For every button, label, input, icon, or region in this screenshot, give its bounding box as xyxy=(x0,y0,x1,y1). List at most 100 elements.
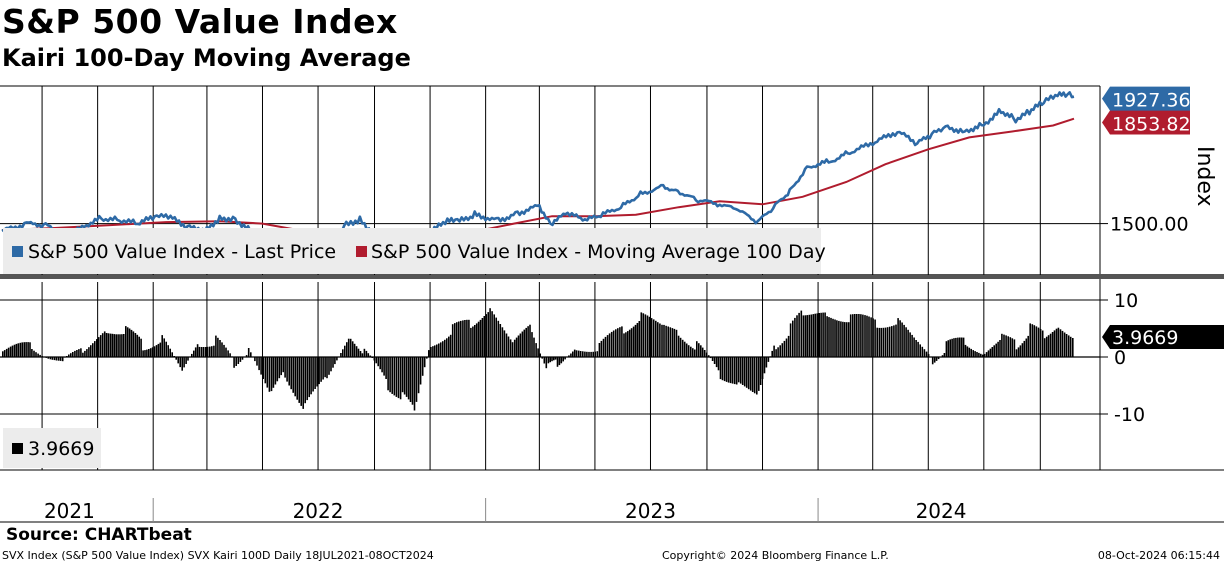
legend-label-price: S&P 500 Value Index - Last Price xyxy=(28,241,336,263)
kairi-bar xyxy=(375,357,377,364)
kairi-bar xyxy=(23,342,25,357)
kairi-bar xyxy=(911,334,913,357)
kairi-bar xyxy=(41,356,43,357)
kairi-bar xyxy=(598,343,601,357)
kairi-bar xyxy=(155,345,158,357)
kairi-bar xyxy=(130,329,133,357)
kairi-bar xyxy=(99,335,102,357)
kairi-bar xyxy=(719,357,722,380)
kairi-bar xyxy=(669,327,672,357)
kairi-bar xyxy=(655,320,657,357)
kairi-bar xyxy=(972,350,974,357)
kairi-bar xyxy=(11,345,14,357)
kairi-bar xyxy=(94,341,96,357)
kairi-bar xyxy=(735,357,738,385)
kairi-bar xyxy=(119,334,121,357)
kairi-bar xyxy=(917,341,919,357)
kairi-bar xyxy=(2,351,4,357)
kairi-bar xyxy=(503,330,506,357)
kairi-bar xyxy=(389,357,391,393)
kairi-bar xyxy=(650,318,653,357)
kairi-bar xyxy=(462,320,464,357)
kairi-bar xyxy=(401,357,404,393)
kairi-bar xyxy=(1023,340,1026,357)
kairi-bar xyxy=(475,323,478,357)
series-line-last-price xyxy=(1,91,1075,258)
kairi-bar xyxy=(941,355,944,357)
kairi-bar xyxy=(586,351,588,357)
kairi-bar xyxy=(630,328,633,357)
kairi-bar xyxy=(535,343,537,357)
kairi-bar xyxy=(324,357,326,378)
kairi-bar xyxy=(572,351,574,357)
y-tick-label: 0 xyxy=(1114,347,1126,369)
kairi-bar xyxy=(1017,347,1020,357)
kairi-bar xyxy=(901,322,903,357)
kairi-bar xyxy=(322,357,324,380)
kairi-bar xyxy=(935,357,938,361)
kairi-bar xyxy=(824,312,826,357)
kairi-bar xyxy=(80,348,82,357)
kairi-bar xyxy=(876,327,878,357)
kairi-bar xyxy=(627,331,629,357)
kairi-bar xyxy=(395,357,398,397)
kairi-bar xyxy=(1045,336,1048,357)
price-last-value-tag: 1927.36 xyxy=(1112,90,1191,112)
kairi-bar xyxy=(300,357,302,406)
kairi-bar xyxy=(146,349,148,357)
kairi-bar xyxy=(775,349,777,357)
kairi-bar xyxy=(262,357,264,379)
kairi-bar xyxy=(554,357,557,360)
kairi-bar xyxy=(945,341,948,357)
kairi-bar xyxy=(367,353,370,357)
kairi-bar xyxy=(671,328,674,357)
kairi-bar xyxy=(363,348,366,357)
kairi-bar xyxy=(227,350,229,357)
kairi-bar xyxy=(272,357,275,388)
kairi-bar xyxy=(615,329,617,357)
kairi-bar xyxy=(334,357,336,365)
kairi-bar xyxy=(373,357,376,361)
kairi-bar xyxy=(617,328,619,357)
kairi-bar xyxy=(387,357,389,391)
kairi-bar xyxy=(590,351,592,357)
kairi-bar xyxy=(927,354,930,357)
year-tick-label: 2024 xyxy=(916,499,967,523)
kairi-bar xyxy=(731,357,734,384)
footer-timestamp: 08-Oct-2024 06:15:44 xyxy=(1097,549,1220,562)
kairi-bar xyxy=(17,343,20,357)
kairi-bar xyxy=(625,332,627,357)
kairi-bar xyxy=(537,348,539,357)
kairi-bar xyxy=(448,336,450,357)
kairi-bar xyxy=(177,357,179,364)
kairi-bar xyxy=(661,324,663,357)
kairi-bar xyxy=(814,313,816,357)
kairi-bar xyxy=(1007,336,1009,357)
kairi-bar xyxy=(756,357,758,395)
kairi-bar xyxy=(254,357,256,362)
kairi-bar xyxy=(779,345,781,357)
kairi-bar xyxy=(575,350,578,357)
kairi-bar xyxy=(509,339,512,357)
kairi-bar xyxy=(709,357,712,359)
kairi-bar xyxy=(355,346,358,357)
kairi-bar xyxy=(371,357,374,358)
kairi-bar xyxy=(274,357,277,385)
kairi-bar xyxy=(84,350,86,357)
kairi-bar xyxy=(951,338,953,357)
kairi-bar xyxy=(758,357,760,391)
kairi-bar xyxy=(870,317,872,357)
kairi-bar xyxy=(570,353,572,357)
kairi-bar xyxy=(999,340,1001,357)
kairi-bar xyxy=(919,344,921,357)
kairi-bar xyxy=(1059,329,1062,357)
kairi-bar xyxy=(7,347,10,357)
kairi-bar xyxy=(357,348,360,357)
kairi-bar xyxy=(290,357,292,390)
kairi-bar xyxy=(619,327,621,357)
kairi-bar xyxy=(55,357,58,361)
kairi-bar xyxy=(905,327,907,357)
y-axis-label: Index xyxy=(1192,146,1217,207)
kairi-bar xyxy=(308,357,310,398)
kairi-bar xyxy=(138,336,140,357)
